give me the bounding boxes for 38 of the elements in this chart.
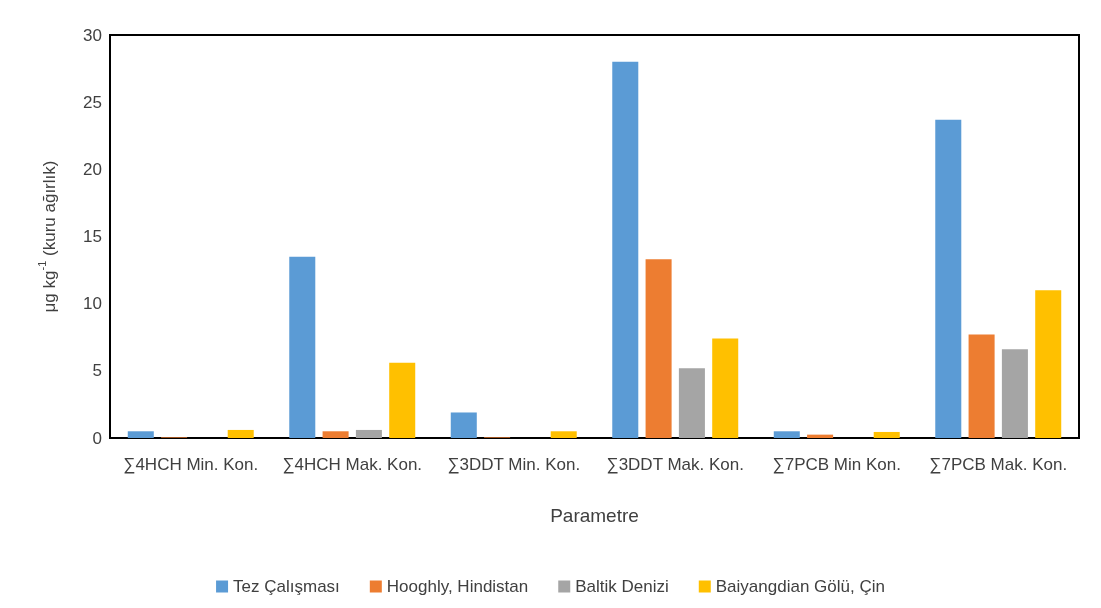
bar (873, 431, 900, 438)
bar (612, 61, 639, 438)
legend-label: Baltik Denizi (575, 577, 669, 596)
bar (450, 412, 477, 438)
bar (289, 256, 316, 438)
x-tick-label: ∑7PCB Mak. Kon. (929, 454, 1068, 474)
bar (935, 119, 962, 438)
y-tick-label: 20 (83, 159, 102, 179)
bar (807, 434, 834, 438)
bar (127, 431, 154, 438)
x-tick-label: ∑3DDT Min. Kon. (447, 454, 581, 474)
y-tick-label: 10 (83, 294, 102, 314)
bar (227, 429, 254, 438)
bar (1035, 290, 1062, 438)
x-axis-title: Parametre (550, 505, 639, 526)
bar (322, 431, 349, 438)
y-tick-label: 15 (83, 227, 102, 246)
y-tick-label: 5 (92, 361, 102, 381)
bar (355, 429, 382, 438)
legend-label: Baiyangdian Gölü, Çin (715, 577, 885, 596)
x-tick-label: ∑7PCB Min Kon. (772, 454, 901, 474)
x-tick-label: ∑4HCH Min. Kon. (123, 454, 259, 474)
x-tick-label: ∑3DDT Mak. Kon. (606, 454, 744, 474)
legend-label: Tez Çalışması (233, 577, 340, 596)
y-tick-label: 30 (83, 25, 102, 45)
bar (389, 362, 416, 438)
x-tick-label: ∑4HCH Mak. Kon. (282, 454, 423, 474)
bar (550, 431, 577, 438)
bar (678, 368, 705, 438)
bar (968, 334, 995, 438)
legend-label: Hooghly, Hindistan (386, 577, 529, 596)
bar (645, 259, 672, 438)
bar (1001, 349, 1028, 438)
bar (773, 431, 800, 438)
y-tick-label: 25 (83, 92, 102, 112)
y-tick-label: 0 (92, 428, 102, 448)
bar (712, 338, 739, 438)
y-axis-title: μg kg-1 (kuru ağırlık) (35, 160, 59, 313)
